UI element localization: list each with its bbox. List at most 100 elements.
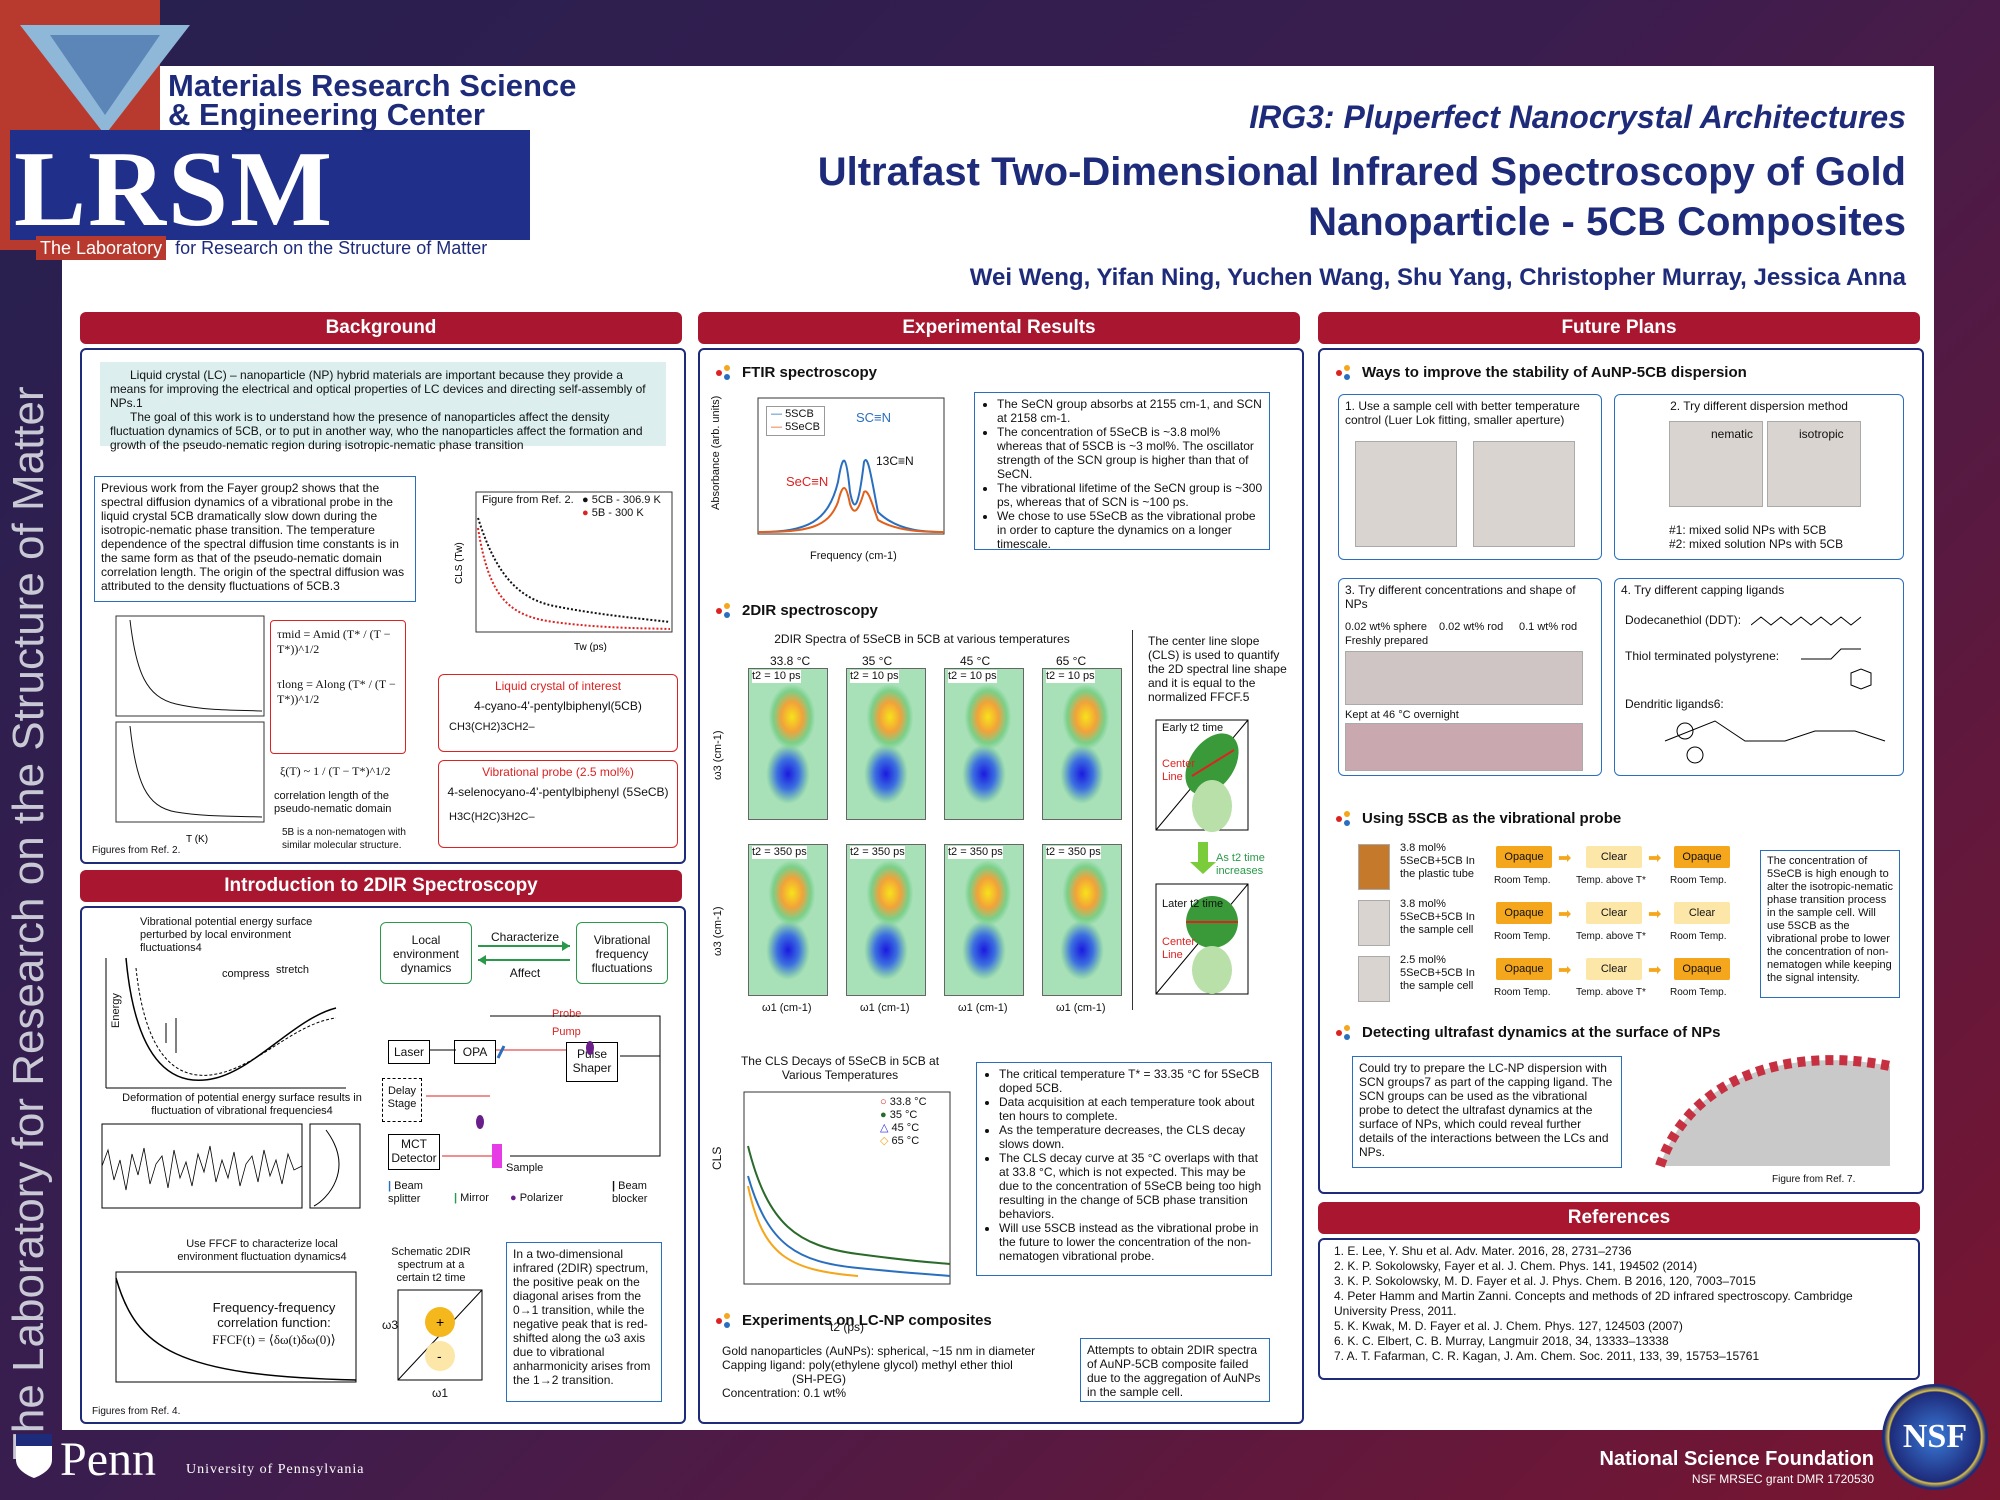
- triangle-logo-icon: [20, 25, 190, 135]
- cls-tw-plot: Tw (ps) CLS (Tw): [454, 491, 673, 653]
- background-panel: Liquid crystal (LC) – nanoparticle (NP) …: [80, 348, 686, 864]
- nematic-label: nematic: [1711, 427, 1754, 441]
- cls-tw-ylabel: CLS (Tw): [454, 542, 465, 584]
- t2-label: t2 = 10 ps: [948, 670, 997, 683]
- method-1: #1: mixed solid NPs with 5CB: [1669, 523, 1827, 537]
- vp-formula: H3C(H2C)3H2C–: [449, 811, 535, 823]
- nsf-logo: NSF: [1882, 1384, 1988, 1490]
- isotropic-photo: [1767, 421, 1861, 507]
- spectra-title: 2DIR Spectra of 5SeCB in 5CB at various …: [774, 632, 1070, 646]
- intro-paragraph-2: The goal of this work is to understand h…: [110, 410, 643, 452]
- cls-ylabel: CLS: [710, 1146, 724, 1170]
- penn-logo: Penn: [60, 1433, 156, 1486]
- ftir-xlabel: Frequency (cm-1): [810, 550, 897, 562]
- ffcf-label: Frequency-frequency correlation function…: [212, 1300, 336, 1330]
- ftir-bullets-box: The SeCN group absorbs at 2155 cm-1, and…: [974, 392, 1270, 551]
- t2-label: t2 = 10 ps: [752, 670, 801, 683]
- reference-item: 4. Peter Hamm and Martin Zanni. Concepts…: [1334, 1289, 1853, 1318]
- vp-title: Vibrational probe (2.5 mol%): [482, 765, 634, 779]
- w3-label: ω3 (cm-1): [712, 906, 724, 956]
- irg-subtitle: IRG3: Pluperfect Nanocrystal Architectur…: [1249, 99, 1906, 135]
- reference-item: 6. K. C. Elbert, C. B. Murray, Langmuir …: [1334, 1334, 1669, 1348]
- vibfreq-box: Vibrational frequency fluctuations: [576, 922, 668, 984]
- probe-box: The concentration of 5SeCB is high enoug…: [1760, 850, 1900, 998]
- fig-ref2-label: Figure from Ref. 2.: [482, 494, 574, 506]
- ways-heading: Ways to improve the stability of AuNP-5C…: [1336, 364, 1747, 381]
- figs-ref4: Figures from Ref. 4.: [92, 1406, 181, 1417]
- spectrum-45-10: [944, 668, 1024, 820]
- nematic-photo: [1669, 421, 1763, 507]
- sample-cell-photo-1: [1355, 441, 1457, 547]
- bullet-dots-icon: [716, 1313, 732, 1329]
- legend-5b: ● 5B - 300 K: [582, 507, 644, 519]
- poster-title-line1: Ultrafast Two-Dimensional Infrared Spect…: [817, 150, 1906, 194]
- penn-shield-icon: [16, 1434, 52, 1478]
- way3-box: 3. Try different concentrations and shap…: [1338, 578, 1602, 776]
- ffcf-decay-plot: [115, 1271, 357, 1383]
- pump-label: Pump: [552, 1026, 581, 1038]
- center-line-label: Center Line: [1162, 936, 1196, 961]
- future-panel: Ways to improve the stability of AuNP-5C…: [1318, 348, 1924, 1194]
- corr-length-label: correlation length of the pseudo-nematic…: [274, 790, 392, 815]
- local-dynamics-box: Local environment dynamics: [380, 922, 472, 984]
- cls-xlabel: t2 (ps): [830, 1320, 865, 1334]
- cls-description: The center line slope (CLS) is used to q…: [1148, 634, 1287, 704]
- cls-legend: ○ 33.8 °C ● 35 °C △ 45 °C ◇ 65 °C: [880, 1096, 927, 1147]
- pes-diagram: [105, 957, 346, 1089]
- lcnp-text: Gold nanoparticles (AuNPs): spherical, ~…: [722, 1344, 1036, 1400]
- ffcf-equation: FFCF(t) = ⟨δω(t)δω(0)⟩: [212, 1332, 336, 1347]
- legend-polarizer: ● Polarizer: [510, 1192, 564, 1204]
- probe-row-1: 3.8 mol% 5SeCB+5CB In the plastic tube O…: [1358, 840, 1772, 896]
- ftir-13c-label: 13C≡N: [876, 454, 914, 468]
- lc-box: Liquid crystal of interest 4-cyano-4'-pe…: [438, 674, 678, 752]
- legend-beamsplitter: | Beam splitter: [388, 1180, 423, 1205]
- spectrum-33-10: [748, 668, 828, 820]
- ftir-bullets: The SeCN group absorbs at 2155 cm-1, and…: [981, 397, 1263, 551]
- t2-label: t2 = 350 ps: [752, 846, 807, 859]
- lc-title: Liquid crystal of interest: [494, 679, 622, 693]
- cls-bullets-box: The critical temperature T* = 33.35 °C f…: [976, 1062, 1272, 1276]
- fig-ref7: Figure from Ref. 7.: [1772, 1174, 1856, 1185]
- w1-label: ω1 (cm-1): [860, 1002, 910, 1014]
- tau-mid-eq: τmid = Amid (T* / (T − T*))^1/2: [277, 627, 391, 656]
- omega3-label: ω3: [382, 1318, 399, 1332]
- lc-formula: CH3(CH2)3CH2–: [449, 721, 535, 733]
- probe-heading: Using 5SCB as the vibrational probe: [1336, 810, 1621, 827]
- bullet-dots-icon: [1336, 1025, 1352, 1041]
- probe-row-3: 2.5 mol% 5SeCB+5CB In the sample cell Op…: [1358, 952, 1772, 1008]
- tau-equations-box: τmid = Amid (T* / (T − T*))^1/2 τlong = …: [270, 620, 406, 754]
- ftir-secn-label: SeC≡N: [786, 474, 829, 489]
- t2-label: t2 = 350 ps: [850, 846, 905, 859]
- reference-item: 5. K. Kwak, M. D. Fayer et al. J. Chem. …: [1334, 1319, 1683, 1333]
- energy-label: Energy: [110, 993, 122, 1028]
- w1-label: ω1 (cm-1): [1056, 1002, 1106, 1014]
- mct-detector-box: MCT Detector: [388, 1134, 440, 1170]
- nsf-text: National Science Foundation: [1599, 1448, 1874, 1470]
- nanoparticle-surface-image: [1655, 1055, 1891, 1168]
- bullet-dots-icon: [1336, 365, 1352, 381]
- early-t2-label: Early t2 time: [1162, 722, 1224, 734]
- ftir-plot: [757, 397, 945, 535]
- references-panel: 1. E. Lee, Y. Shu et al. Adv. Mater. 201…: [1318, 1238, 1920, 1380]
- detect-heading: Detecting ultrafast dynamics at the surf…: [1336, 1024, 1720, 1041]
- fresh-photo: [1345, 651, 1583, 705]
- opa-box: OPA: [454, 1040, 496, 1064]
- schematic-caption: Schematic 2DIR spectrum at a certain t2 …: [391, 1246, 471, 1284]
- mrsec-line2: & Engineering Center: [168, 97, 485, 132]
- legend-mirror: | Mirror: [454, 1192, 489, 1204]
- section-future: Future Plans: [1318, 312, 1920, 344]
- cls-bullets: The critical temperature T* = 33.35 °C f…: [983, 1067, 1265, 1263]
- stretch-label: stretch: [276, 964, 310, 976]
- omega1-label: ω1: [432, 1386, 449, 1400]
- bullet-dots-icon: [716, 365, 732, 381]
- arrows-icon: [478, 941, 570, 965]
- probe-row-2: 3.8 mol% 5SeCB+5CB In the sample cell Op…: [1358, 896, 1772, 952]
- compress-label: compress: [222, 968, 270, 980]
- spectrum-35-10: [846, 668, 926, 820]
- twodir-heading: 2DIR spectroscopy: [716, 602, 878, 619]
- laser-box: Laser: [388, 1040, 430, 1064]
- tau-vs-temperature-plot: T (K): [115, 615, 265, 845]
- section-background: Background: [80, 312, 682, 344]
- lc-name: 4-cyano-4'-pentylbiphenyl(5CB): [474, 699, 642, 713]
- legend-5cb: ● 5CB - 306.9 K: [582, 494, 661, 506]
